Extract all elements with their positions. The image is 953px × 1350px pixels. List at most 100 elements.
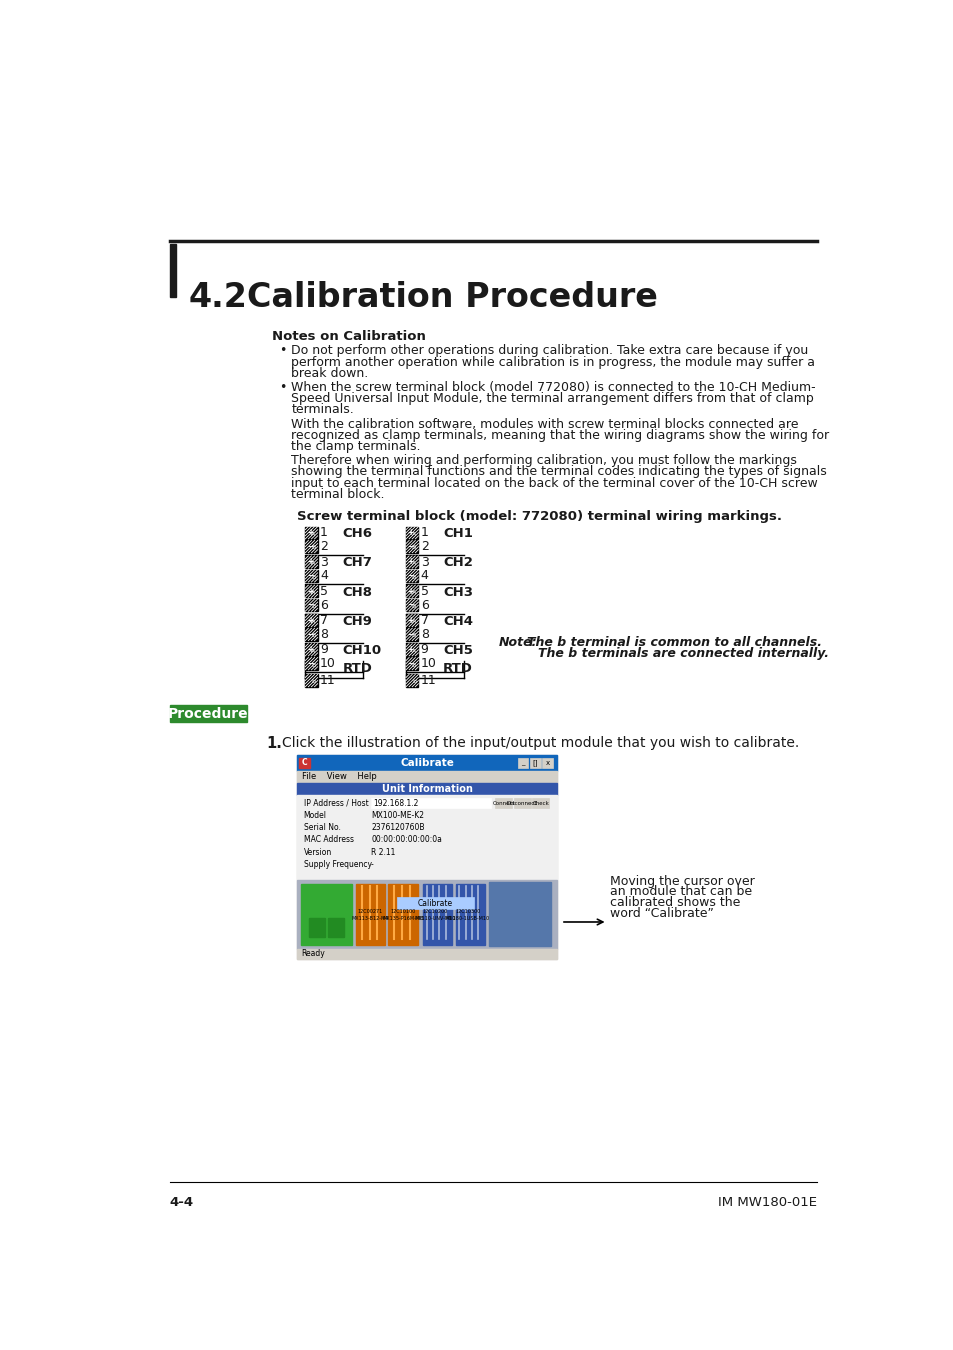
Bar [297, 795, 557, 880]
Text: CH6: CH6 [342, 526, 372, 540]
Text: 8: 8 [420, 628, 428, 641]
Text: Calibration Procedure: Calibration Procedure [247, 281, 658, 315]
Text: A: A [311, 532, 315, 536]
Text: B: B [412, 663, 416, 667]
Text: terminals.: terminals. [291, 404, 354, 416]
Text: the clamp terminals.: the clamp terminals. [291, 440, 420, 454]
Bar [542, 759, 553, 768]
Text: an module that can be: an module that can be [609, 886, 751, 898]
Bar [170, 705, 247, 722]
Bar [297, 755, 557, 771]
Bar [371, 798, 491, 807]
Bar [305, 628, 317, 640]
Text: []: [] [532, 760, 537, 767]
Text: CH7: CH7 [342, 556, 372, 570]
Text: MX180-1USB-M10: MX180-1USB-M10 [445, 917, 490, 921]
Bar [406, 644, 418, 656]
Text: Speed Universal Input Module, the terminal arrangement differs from that of clam: Speed Universal Input Module, the termin… [291, 393, 813, 405]
Text: MX135-P16M-MB: MX135-P16M-MB [382, 917, 423, 921]
Text: B: B [412, 603, 416, 609]
Text: B: B [311, 633, 315, 639]
Text: Calibrate: Calibrate [417, 899, 453, 907]
Text: −: − [307, 659, 313, 668]
Text: −: − [407, 601, 414, 609]
Text: 5: 5 [420, 585, 428, 598]
Text: CH5: CH5 [443, 644, 473, 657]
Text: word “Calibrate”: word “Calibrate” [609, 907, 713, 919]
Text: recognized as clamp terminals, meaning that the wiring diagrams show the wiring : recognized as clamp terminals, meaning t… [291, 429, 828, 441]
Text: B: B [412, 545, 416, 551]
Text: Version: Version [303, 848, 332, 857]
Bar [406, 657, 418, 670]
Text: B: B [311, 575, 315, 579]
Text: B: B [311, 663, 315, 667]
Text: C: C [301, 759, 307, 768]
Text: Note:: Note: [498, 636, 537, 649]
Bar [422, 884, 452, 945]
Bar [297, 755, 557, 960]
Text: IP Address / Host Name: IP Address / Host Name [303, 799, 393, 807]
Text: −: − [407, 541, 414, 551]
Text: A: A [412, 648, 416, 653]
Text: 11: 11 [319, 674, 335, 687]
Text: The b terminals are connected internally.: The b terminals are connected internally… [537, 647, 828, 660]
Bar [513, 798, 530, 807]
Text: Connect: Connect [492, 801, 515, 806]
Text: perform another operation while calibration is in progress, the module may suffe: perform another operation while calibrat… [291, 355, 815, 369]
Bar [305, 556, 317, 568]
Text: 12C10100: 12C10100 [390, 909, 416, 914]
Text: 9: 9 [319, 644, 328, 656]
Text: Supply Frequency: Supply Frequency [303, 860, 372, 869]
Text: Do not perform other operations during calibration. Take extra care because if y: Do not perform other operations during c… [291, 344, 808, 358]
Text: +: + [307, 587, 313, 595]
Text: 2: 2 [420, 540, 428, 553]
Bar [305, 614, 317, 626]
Text: Screw terminal block (model: 772080) terminal wiring markings.: Screw terminal block (model: 772080) ter… [297, 510, 781, 522]
Text: -: - [371, 860, 374, 869]
Text: Procedure: Procedure [168, 706, 249, 721]
Text: 6: 6 [319, 598, 328, 612]
Bar [328, 918, 344, 937]
Text: Disconnect: Disconnect [506, 801, 537, 806]
Bar [305, 540, 317, 552]
Text: Unit Information: Unit Information [381, 784, 473, 794]
Text: B: B [412, 633, 416, 639]
Text: 4: 4 [319, 570, 328, 582]
Text: 4: 4 [420, 570, 428, 582]
Bar [309, 918, 324, 937]
Text: A: A [311, 590, 315, 595]
Bar [297, 949, 557, 960]
Bar [355, 884, 385, 945]
Text: −: − [307, 571, 313, 580]
Text: 1: 1 [319, 526, 328, 539]
Text: +: + [407, 645, 414, 655]
Text: +: + [407, 587, 414, 595]
Text: 12C10300: 12C10300 [455, 909, 480, 914]
Bar [406, 556, 418, 568]
Text: Notes on Calibration: Notes on Calibration [272, 329, 425, 343]
Bar [406, 614, 418, 626]
Text: B: B [412, 575, 416, 579]
Bar [406, 526, 418, 539]
Text: MX100-ME-K2: MX100-ME-K2 [371, 811, 424, 819]
Bar [305, 675, 317, 687]
Text: +: + [407, 558, 414, 567]
Text: −: − [307, 601, 313, 609]
Text: CH2: CH2 [443, 556, 473, 570]
Text: +: + [307, 528, 313, 537]
Bar [406, 540, 418, 552]
Bar [406, 675, 418, 687]
Text: 3: 3 [319, 555, 328, 568]
Text: b: b [311, 679, 315, 684]
Text: B: B [311, 545, 315, 551]
Text: •: • [278, 344, 286, 358]
Text: Serial No.: Serial No. [303, 824, 340, 832]
Text: −: − [307, 630, 313, 639]
Text: 2: 2 [319, 540, 328, 553]
Text: 7: 7 [319, 614, 328, 626]
Text: •: • [278, 381, 286, 394]
Text: A: A [311, 620, 315, 625]
Text: 8: 8 [319, 628, 328, 641]
Text: terminal block.: terminal block. [291, 487, 384, 501]
Text: +: + [307, 616, 313, 625]
